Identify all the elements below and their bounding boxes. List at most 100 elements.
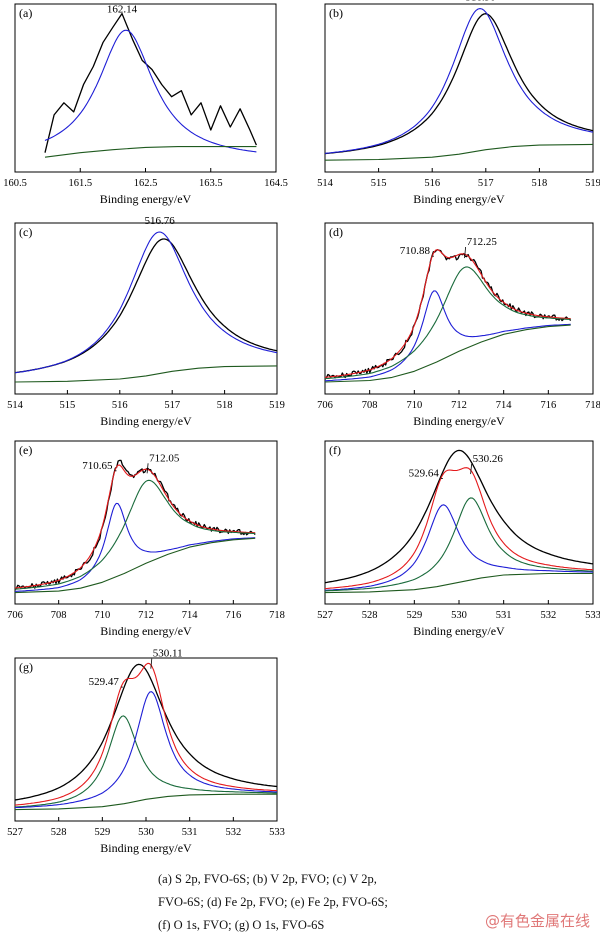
peak-label: 710.88 bbox=[400, 245, 431, 257]
plot-frame bbox=[324, 3, 594, 173]
plot-frame bbox=[14, 657, 278, 822]
x-tick-label: 519 bbox=[269, 400, 285, 411]
peak-label: 529.64 bbox=[409, 467, 440, 479]
x-tick-label: 712 bbox=[451, 400, 467, 411]
series-fit-line bbox=[44, 29, 257, 153]
peak-label: 710.65 bbox=[82, 460, 113, 472]
caption-line: (a) S 2p, FVO-6S; (b) V 2p, FVO; (c) V 2… bbox=[158, 872, 377, 886]
series-fit-line bbox=[14, 464, 256, 589]
series-background-line bbox=[14, 537, 256, 594]
x-tick-label: 529 bbox=[94, 827, 110, 838]
x-tick-label: 531 bbox=[182, 827, 198, 838]
series-measured-line bbox=[14, 238, 278, 374]
x-tick-label: 518 bbox=[532, 178, 548, 189]
chart-panel: 514 515 516 517 518 519 Binding energy/eV (b) 51… bbox=[317, 0, 600, 206]
x-tick-label: 517 bbox=[164, 400, 180, 411]
x-axis-label: Binding energy/eV bbox=[413, 624, 505, 638]
x-tick-label: 517 bbox=[478, 178, 494, 189]
x-axis-label: Binding energy/eV bbox=[100, 841, 192, 855]
series-component-line bbox=[14, 502, 256, 592]
x-tick-label: 519 bbox=[585, 178, 600, 189]
panel-label: (a) bbox=[19, 6, 32, 20]
series-background-line bbox=[324, 324, 571, 383]
x-tick-label: 718 bbox=[269, 610, 285, 621]
chart-panel: 160.5 161.5 162.5 163.5 164.5 Binding energy/… bbox=[3, 3, 288, 206]
x-tick-label: 528 bbox=[362, 610, 378, 621]
series-measured-line bbox=[44, 12, 257, 153]
x-tick-label: 710 bbox=[406, 400, 422, 411]
x-tick-label: 710 bbox=[94, 610, 110, 621]
peak-label: 516.90 bbox=[465, 0, 496, 4]
x-tick-label: 515 bbox=[371, 178, 387, 189]
x-tick-label: 533 bbox=[585, 610, 600, 621]
x-tick-label: 163.5 bbox=[199, 178, 223, 189]
series-fit-line bbox=[14, 662, 278, 806]
series-component-line bbox=[324, 266, 571, 380]
x-tick-label: 161.5 bbox=[68, 178, 92, 189]
chart-panel: 706 708 710 712 714 716 718 Binding energy/eV (d… bbox=[317, 222, 600, 428]
chart-panel: 527 528 529 530 531 532 533 Binding energy/eV (g… bbox=[7, 648, 285, 855]
peak-label: 516.76 bbox=[144, 215, 175, 227]
panel-label: (g) bbox=[19, 660, 33, 674]
peak-leader-line bbox=[146, 463, 149, 474]
series-component-line bbox=[324, 290, 571, 382]
x-tick-label: 162.5 bbox=[134, 178, 158, 189]
series-measured-line bbox=[14, 459, 256, 591]
series-background-line bbox=[44, 146, 257, 158]
chart-panel: 514 515 516 517 518 519 Binding energy/eV (c) 51… bbox=[7, 215, 285, 428]
peak-leader-line bbox=[464, 246, 466, 259]
x-tick-label: 708 bbox=[51, 610, 67, 621]
series-background-line bbox=[14, 793, 277, 811]
chart-panel: 706 708 710 712 714 716 718 Binding energy/eV (e… bbox=[7, 440, 285, 638]
x-tick-label: 716 bbox=[540, 400, 556, 411]
series-component-line bbox=[324, 497, 594, 592]
x-tick-label: 530 bbox=[138, 827, 154, 838]
x-axis-label: Binding energy/eV bbox=[100, 414, 192, 428]
peak-label: 530.26 bbox=[473, 453, 504, 465]
x-tick-label: 160.5 bbox=[3, 178, 27, 189]
x-tick-label: 532 bbox=[540, 610, 556, 621]
x-tick-label: 714 bbox=[182, 610, 199, 621]
plot-frame bbox=[324, 222, 594, 395]
x-axis-label: Binding energy/eV bbox=[413, 192, 505, 206]
x-tick-label: 706 bbox=[317, 400, 333, 411]
caption-line: (f) O 1s, FVO; (g) O 1s, FVO-6S bbox=[158, 918, 325, 932]
panel-label: (b) bbox=[329, 6, 343, 20]
series-component-line bbox=[14, 691, 277, 809]
series-fit-line bbox=[324, 8, 594, 154]
series-component-line bbox=[14, 479, 256, 590]
peak-label: 529.47 bbox=[89, 676, 120, 688]
watermark: @有色金属在线 bbox=[484, 912, 590, 930]
x-tick-label: 706 bbox=[7, 610, 23, 621]
plot-frame bbox=[324, 440, 594, 605]
panel-label: (e) bbox=[19, 443, 32, 457]
x-tick-label: 712 bbox=[138, 610, 154, 621]
x-tick-label: 527 bbox=[7, 827, 23, 838]
x-tick-label: 515 bbox=[60, 400, 76, 411]
x-tick-label: 530 bbox=[451, 610, 467, 621]
panel-label: (c) bbox=[19, 225, 32, 239]
x-tick-label: 518 bbox=[217, 400, 233, 411]
peak-label: 162.14 bbox=[107, 4, 138, 16]
panel-label: (d) bbox=[329, 225, 343, 239]
x-axis-label: Binding energy/eV bbox=[100, 624, 192, 638]
x-tick-label: 516 bbox=[112, 400, 128, 411]
x-tick-label: 714 bbox=[496, 400, 513, 411]
series-measured-line bbox=[14, 663, 278, 801]
x-tick-label: 716 bbox=[225, 610, 241, 621]
x-tick-label: 532 bbox=[225, 827, 241, 838]
x-tick-label: 164.5 bbox=[264, 178, 288, 189]
series-component-line bbox=[324, 504, 593, 591]
series-fit-line bbox=[324, 249, 571, 378]
x-tick-label: 516 bbox=[424, 178, 440, 189]
chart-panel: 527 528 529 530 531 532 533 Binding energy/eV (f… bbox=[317, 440, 600, 638]
series-background-line bbox=[14, 365, 278, 383]
series-fit-line bbox=[324, 467, 594, 590]
x-tick-label: 514 bbox=[317, 178, 334, 189]
x-tick-label: 529 bbox=[406, 610, 422, 621]
x-tick-label: 533 bbox=[269, 827, 285, 838]
panel-label: (f) bbox=[329, 443, 341, 457]
x-tick-label: 514 bbox=[7, 400, 24, 411]
x-tick-label: 528 bbox=[51, 827, 67, 838]
